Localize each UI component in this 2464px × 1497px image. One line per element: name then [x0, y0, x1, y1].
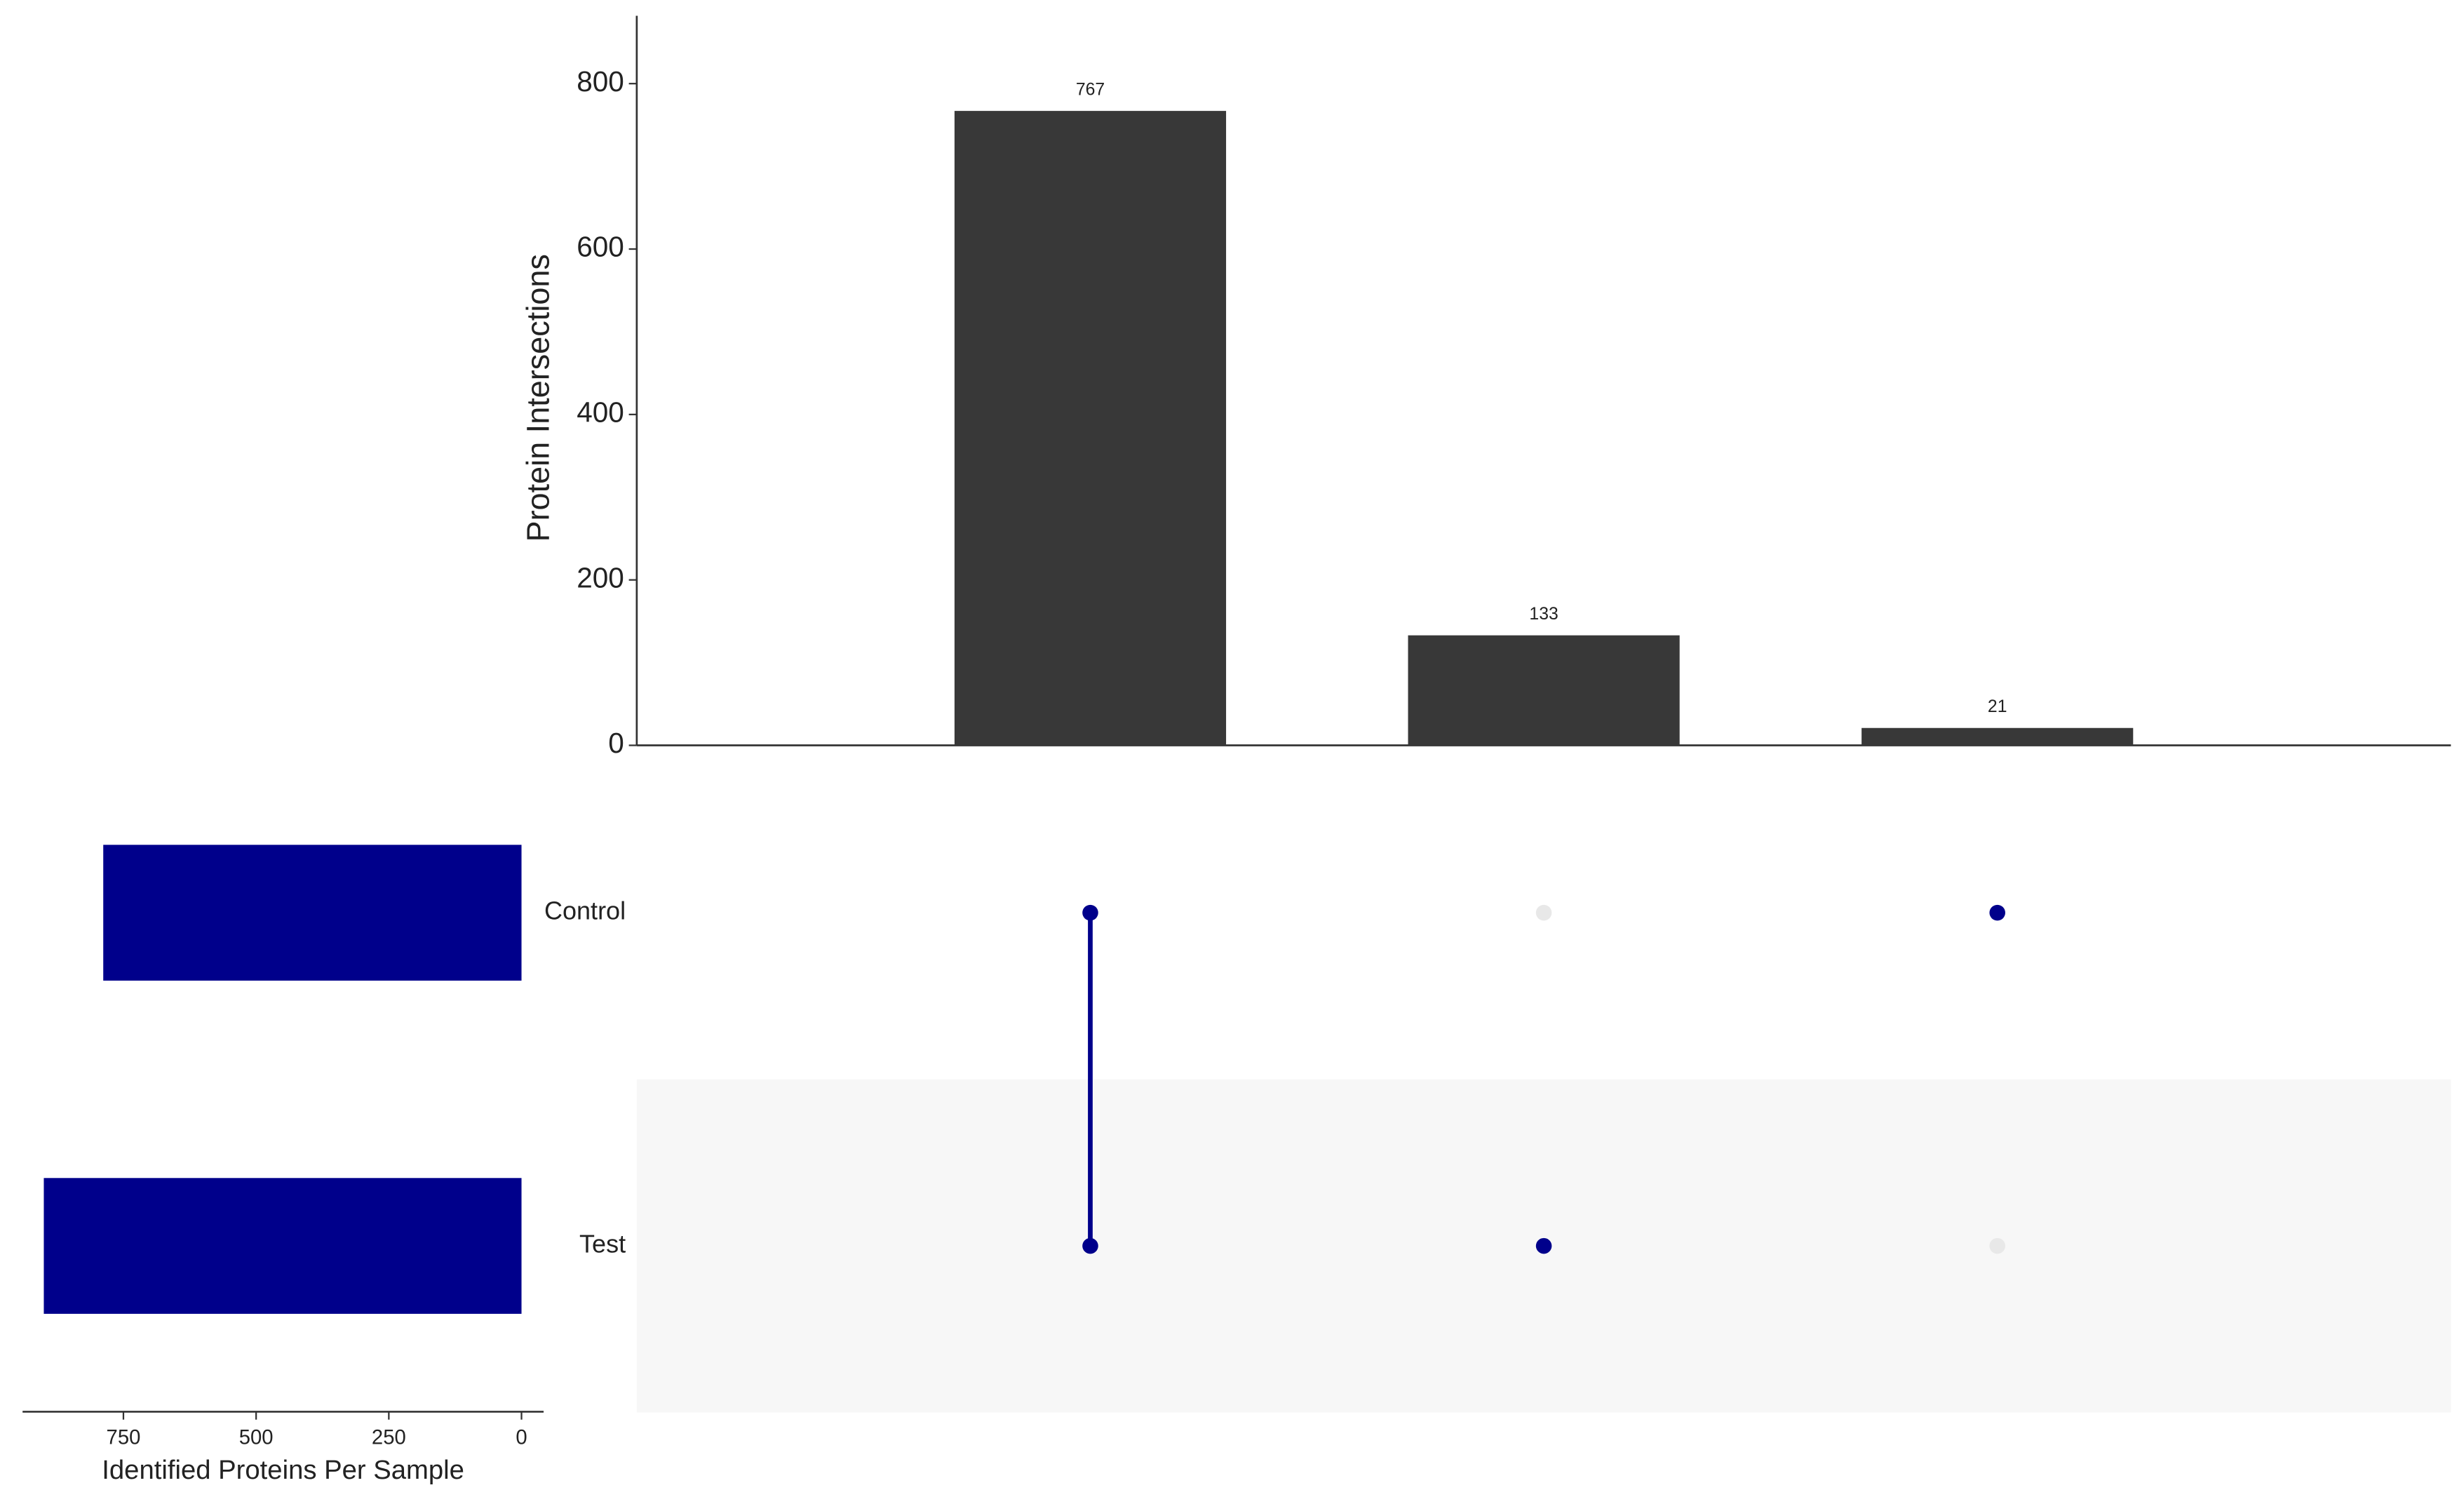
- bar-value-label: 767: [1076, 80, 1105, 99]
- set-label: Control: [544, 897, 626, 925]
- y-tick-label: 200: [577, 561, 624, 593]
- bar-value-label: 133: [1529, 605, 1558, 624]
- bar: [954, 111, 1227, 746]
- set-x-tick-label: 750: [107, 1426, 141, 1449]
- y-tick-label: 600: [577, 231, 624, 263]
- dot-inactive: [1535, 904, 1552, 921]
- dot-active: [1989, 904, 2005, 921]
- y-tick-label: 0: [608, 727, 624, 759]
- dot-inactive: [1989, 1237, 2005, 1254]
- y-axis-title: Protein Intersections: [520, 254, 556, 542]
- y-tick-label: 400: [577, 396, 624, 429]
- dot-active: [1082, 1237, 1098, 1254]
- set-size-bar: [103, 845, 522, 981]
- set-label: Test: [579, 1230, 626, 1258]
- set-x-tick-label: 250: [372, 1426, 406, 1449]
- dot-active: [1082, 904, 1098, 921]
- set-x-tick-label: 0: [516, 1426, 527, 1449]
- bar: [1408, 635, 1680, 746]
- x-axis-title: Identified Proteins Per Sample: [102, 1455, 464, 1485]
- set-size-bar: [43, 1178, 522, 1314]
- bar: [1862, 727, 2134, 746]
- bar-value-label: 21: [1988, 697, 2007, 716]
- y-tick-label: 800: [577, 65, 624, 98]
- dot-active: [1535, 1237, 1552, 1254]
- set-x-tick-label: 500: [239, 1426, 274, 1449]
